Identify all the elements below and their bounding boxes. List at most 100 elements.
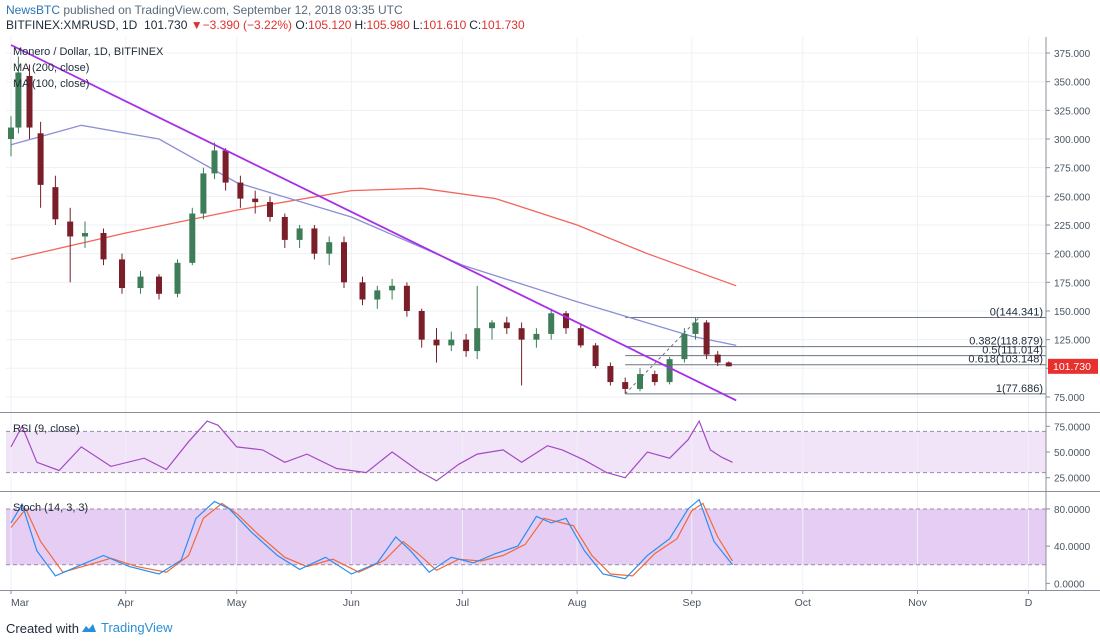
candle-body bbox=[37, 133, 44, 185]
author-link[interactable]: NewsBTC bbox=[6, 3, 61, 17]
x-tick-label: Apr bbox=[118, 597, 135, 609]
y-tick-label: 225.000 bbox=[1054, 221, 1091, 232]
candle-body bbox=[622, 382, 629, 389]
candle-body bbox=[15, 72, 22, 128]
candle-body bbox=[137, 276, 144, 289]
candle-body bbox=[389, 285, 396, 291]
candle-body bbox=[533, 333, 540, 340]
candle-body bbox=[200, 173, 207, 214]
candle-body bbox=[403, 285, 410, 311]
y-tick-label: 150.000 bbox=[1054, 307, 1091, 318]
y-tick-label: 275.000 bbox=[1054, 164, 1091, 175]
candle-body bbox=[651, 374, 658, 383]
candle-body bbox=[577, 328, 584, 346]
grid-lines bbox=[6, 37, 1046, 590]
fib-level-label: 0(144.341) bbox=[990, 306, 1043, 318]
close-value: 101.730 bbox=[481, 18, 525, 32]
publish-info: NewsBTC published on TradingView.com, Se… bbox=[6, 3, 403, 17]
y-tick-label: 175.000 bbox=[1054, 278, 1091, 289]
candle-body bbox=[26, 75, 33, 128]
time-axis[interactable]: Mar Apr May Jun Jul Aug Sep Oct Nov D bbox=[10, 590, 1033, 609]
candle-body bbox=[267, 202, 273, 217]
created-with-label: Created with bbox=[6, 621, 79, 636]
main-pane[interactable] bbox=[6, 37, 1046, 411]
y-tick-label: 0.0000 bbox=[1054, 579, 1085, 590]
low-value: 101.610 bbox=[422, 18, 467, 32]
candle-body bbox=[703, 322, 710, 355]
candle-body bbox=[474, 328, 481, 352]
open-label: O: bbox=[295, 18, 309, 32]
fibonacci-retracement[interactable]: 0(144.341) 0.382(118.879)0.5(111.014)0.61… bbox=[624, 306, 1046, 395]
x-tick-label: Jul bbox=[456, 597, 469, 609]
y-tick-label: 40.0000 bbox=[1054, 542, 1091, 553]
y-tick-label: 300.000 bbox=[1054, 135, 1091, 146]
tradingview-logo[interactable]: TradingView bbox=[81, 620, 173, 635]
chart-header: NewsBTC published on TradingView.com, Se… bbox=[0, 0, 1100, 34]
rsi-lines bbox=[10, 419, 733, 482]
candle-body bbox=[489, 322, 495, 329]
published-text: published on TradingView.com, September … bbox=[63, 3, 403, 17]
moving-averages bbox=[10, 124, 737, 347]
candle-body bbox=[692, 322, 699, 334]
x-tick-label: D bbox=[1025, 597, 1033, 609]
stoch-lines bbox=[10, 498, 734, 580]
chart-title: Monero / Dollar, 1D, BITFINEX bbox=[13, 46, 164, 58]
stoch-legend: Stoch (14, 3, 3) bbox=[13, 502, 88, 514]
price-chart[interactable]: 0(144.341) 0.382(118.879)0.5(111.014)0.61… bbox=[0, 34, 1100, 610]
y-tick-label: 75.0000 bbox=[1054, 422, 1091, 433]
rsi-axis[interactable]: 75.0000 50.0000 25.0000 bbox=[1046, 422, 1091, 485]
stoch-d-line bbox=[10, 502, 734, 577]
candle-body bbox=[374, 290, 381, 300]
rsi-line bbox=[10, 419, 733, 482]
candle-body bbox=[503, 322, 510, 329]
tradingview-cloud-icon bbox=[82, 624, 96, 632]
candle-body bbox=[681, 333, 688, 360]
stoch-k-line bbox=[10, 498, 733, 580]
candle-body bbox=[119, 259, 125, 289]
last-price: 101.730 bbox=[144, 18, 188, 32]
candle-body bbox=[8, 127, 14, 140]
candle-body bbox=[563, 313, 569, 329]
stoch-axis[interactable]: 80.0000 40.0000 0.0000 bbox=[1046, 505, 1091, 590]
y-tick-label: 375.000 bbox=[1054, 49, 1091, 60]
candle-body bbox=[607, 366, 614, 383]
y-tick-label: 325.000 bbox=[1054, 106, 1091, 117]
candle-body bbox=[189, 213, 196, 263]
trendline bbox=[10, 44, 737, 402]
fib-level-label: 0.618(103.148) bbox=[968, 354, 1043, 366]
band-lines bbox=[6, 430, 1046, 566]
rsi-legend: RSI (9, close) bbox=[13, 423, 80, 435]
price-axis[interactable]: 375.000 350.000 325.000 300.000 275.000 250.0… bbox=[1046, 49, 1091, 404]
x-tick-label: May bbox=[227, 597, 248, 609]
y-tick-label: 125.000 bbox=[1054, 336, 1091, 347]
open-value: 105.120 bbox=[308, 18, 352, 32]
ma200-line bbox=[10, 187, 737, 287]
candle-body bbox=[463, 339, 470, 352]
candle-body bbox=[174, 262, 181, 294]
trendline-group[interactable] bbox=[10, 44, 737, 402]
candles bbox=[8, 56, 732, 394]
y-tick-label: 80.0000 bbox=[1054, 505, 1091, 516]
high-label: H: bbox=[354, 18, 367, 32]
candle-body bbox=[592, 345, 599, 367]
symbol-info: BITFINEX:XMRUSD, 1D 101.730 ▼−3.390 (−3.… bbox=[6, 18, 528, 32]
candle-body bbox=[311, 228, 318, 254]
candle-body bbox=[156, 276, 162, 294]
candle-body bbox=[252, 198, 259, 203]
candle-body bbox=[418, 310, 425, 340]
y-tick-label: 50.0000 bbox=[1054, 448, 1091, 459]
candle-body bbox=[518, 328, 525, 340]
last-price-tag-label: 101.730 bbox=[1053, 361, 1091, 373]
down-arrow-icon: ▼ bbox=[190, 18, 203, 32]
footer: Created with TradingView bbox=[0, 610, 1100, 643]
candle-body bbox=[100, 233, 107, 260]
candle-body bbox=[82, 233, 88, 237]
ma100-legend: MA (100, close) bbox=[13, 78, 89, 90]
candle-body bbox=[341, 242, 347, 283]
close-label: C: bbox=[469, 18, 482, 32]
candle-body bbox=[326, 242, 333, 254]
fib-level-label: 0.382(118.879) bbox=[969, 336, 1043, 348]
x-tick-label: Mar bbox=[11, 597, 30, 609]
candle-body bbox=[52, 187, 59, 220]
stoch-band bbox=[6, 508, 1046, 565]
